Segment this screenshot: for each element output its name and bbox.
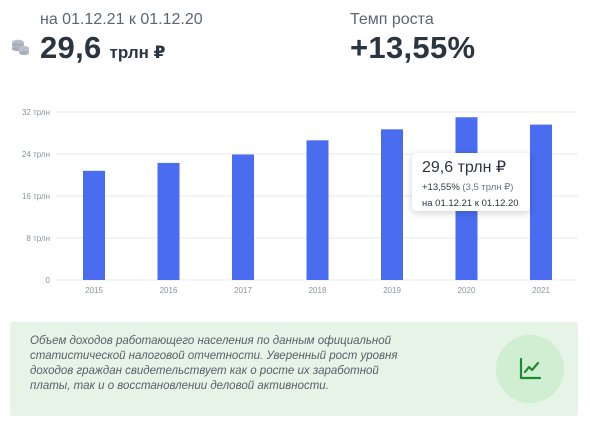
total-unit: трлн ₽ <box>109 43 166 62</box>
y-tick-label: 8 трлн <box>26 234 50 243</box>
y-tick-label: 16 трлн <box>22 192 50 201</box>
bar-2019[interactable] <box>381 129 403 280</box>
y-tick-label: 32 трлн <box>22 108 50 117</box>
bar-2021[interactable] <box>530 124 552 280</box>
tooltip-growth-percent: +13,55% <box>422 182 460 193</box>
bar-2018[interactable] <box>306 140 329 280</box>
x-tick-label: 2021 <box>532 286 550 295</box>
bar-2017[interactable] <box>232 154 254 280</box>
period-label: на 01.12.21 к 01.12.20 <box>40 11 203 28</box>
info-text: Объем доходов работающего населения по д… <box>30 335 398 392</box>
total-value: 29,6 <box>40 30 102 65</box>
trend-chart-icon <box>519 357 542 380</box>
info-panel: Объем доходов работающего населения по д… <box>10 322 578 416</box>
x-tick-label: 2017 <box>234 286 252 295</box>
coins-icon <box>12 39 29 55</box>
growth-label: Темп роста <box>350 11 434 28</box>
total-amount: 29,6 трлн ₽ <box>40 30 165 66</box>
x-tick-label: 2019 <box>383 286 401 295</box>
info-icon-badge <box>496 335 564 403</box>
growth-value: +13,55% <box>350 30 476 65</box>
tooltip-period: на 01.12.21 к 01.12.20 <box>422 198 519 209</box>
x-tick-label: 2016 <box>160 286 178 295</box>
x-tick-label: 2018 <box>309 286 327 295</box>
x-tick-label: 2020 <box>458 286 476 295</box>
tooltip-growth-absolute: (3,5 трлн ₽) <box>462 182 514 193</box>
chart-tooltip: 29,6 трлн ₽ +13,55% (3,5 трлн ₽) на 01.1… <box>412 153 530 211</box>
x-tick-label: 2015 <box>85 286 103 295</box>
bar-2016[interactable] <box>157 162 180 280</box>
y-tick-label: 24 трлн <box>22 150 50 159</box>
tooltip-growth: +13,55% (3,5 трлн ₽) <box>422 182 520 193</box>
y-tick-label: 0 <box>46 276 51 285</box>
bar-2015[interactable] <box>83 170 105 280</box>
tooltip-value: 29,6 трлн ₽ <box>422 159 507 176</box>
